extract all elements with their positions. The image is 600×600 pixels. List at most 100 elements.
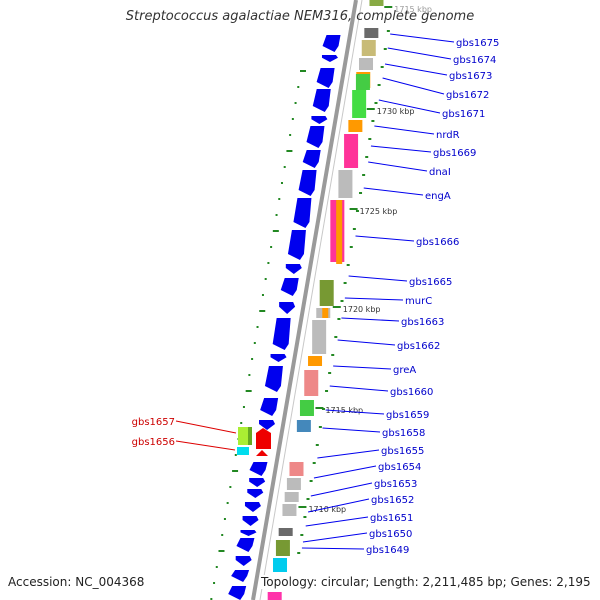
- label-leader-line: [322, 427, 381, 433]
- gene-label: gbs1654: [378, 462, 421, 473]
- cog-color-box-icon: [312, 320, 327, 354]
- cog-color-box-icon: [289, 462, 304, 476]
- cog-color-box-icon: [369, 0, 384, 6]
- gene-tick: [309, 480, 313, 482]
- label-leader-line: [378, 99, 441, 114]
- scale-dot: [270, 246, 273, 248]
- gene-label: murC: [405, 296, 432, 307]
- scale-dot: [232, 470, 239, 472]
- cog-color-box-icon: [296, 420, 311, 432]
- cog-color-box-icon: [284, 492, 299, 502]
- scale-dot: [240, 422, 243, 424]
- gene-tick: [371, 120, 375, 122]
- scale-dot: [283, 166, 286, 168]
- gene-label: dnaI: [429, 167, 451, 178]
- scale-dot: [272, 230, 279, 232]
- label-leader-line: [355, 235, 415, 242]
- gene-tick: [328, 372, 332, 374]
- gene-label: gbs1675: [456, 38, 499, 49]
- gene-tick: [349, 246, 353, 248]
- gene-label: gbs1649: [366, 545, 409, 556]
- cog-color-box-icon: [348, 120, 363, 132]
- backbone-outer-line: [251, 0, 358, 600]
- cog-color-box-icon: [355, 74, 370, 90]
- gene-tick-track: [297, 30, 390, 554]
- genome-summary-text: Topology: circular; Length: 2,211,485 bp…: [261, 575, 591, 589]
- label-leader-line: [368, 161, 428, 172]
- scale-dot: [253, 342, 256, 344]
- gene-tick: [374, 102, 378, 104]
- cog-color-box-icon: [286, 478, 301, 490]
- scale-dot: [223, 518, 226, 520]
- gene-tick: [352, 228, 356, 230]
- label-leader-line: [329, 385, 389, 392]
- cog-color-box-icon: [273, 558, 288, 572]
- scale-dot: [229, 486, 232, 488]
- gene-tick: [318, 426, 322, 428]
- gene-tick: [315, 444, 319, 446]
- kbp-label: 1710 kbp: [308, 505, 346, 514]
- gene-label: gbs1673: [449, 71, 492, 82]
- scale-dot: [300, 70, 306, 72]
- scale-dot: [278, 198, 281, 200]
- gene-label: gbs1666: [416, 237, 459, 248]
- right-arrow-gene-icon: [264, 366, 283, 392]
- left-arrow-gene-icon: [256, 428, 271, 449]
- gene-label: gbs1658: [382, 428, 425, 439]
- gene-tick: [383, 48, 387, 50]
- label-leader-line: [341, 317, 400, 322]
- right-arrow-gene-icon: [285, 264, 302, 274]
- scale-dot: [289, 134, 292, 136]
- label-leader-line: [310, 482, 373, 497]
- label-leader-line: [302, 532, 368, 543]
- cog-color-box-icon: [304, 370, 319, 396]
- right-arrow-gene-icon: [240, 530, 257, 536]
- gene-label: gbs1657: [132, 417, 175, 428]
- label-leader-line: [313, 465, 377, 479]
- label-leader-line: [175, 440, 236, 451]
- gene-tick: [303, 516, 307, 518]
- gene-box-gbs1656: [237, 447, 249, 455]
- scale-dot: [248, 374, 251, 376]
- gene-tick: [362, 174, 366, 176]
- gene-label: gbs1674: [453, 55, 496, 66]
- cog-color-box-icon: [299, 400, 314, 416]
- right-arrow-gene-icon: [272, 318, 291, 350]
- scale-dot: [234, 454, 237, 456]
- label-leader-line: [333, 365, 392, 370]
- scale-dot: [221, 534, 224, 536]
- scale-dot: [275, 214, 278, 216]
- scale-dot: [213, 582, 216, 584]
- label-leader-line: [325, 409, 385, 415]
- right-arrow-gene-icon: [312, 89, 331, 112]
- gene-tick: [377, 84, 381, 86]
- scale-dot: [226, 502, 229, 504]
- gene-tick: [365, 156, 369, 158]
- figure-title: Streptococcus agalactiae NEM316, complet…: [125, 9, 475, 24]
- scale-dot: [291, 118, 294, 120]
- kbp-label: 1715 kbp: [325, 406, 363, 415]
- gene-label: gbs1655: [381, 446, 424, 457]
- scale-dot: [245, 390, 252, 392]
- label-leader-line: [387, 47, 452, 60]
- gene-tick: [337, 318, 341, 320]
- gene-label: gbs1653: [374, 479, 417, 490]
- gene-label: gbs1672: [446, 90, 489, 101]
- gene-labels-left: gbs1657 gbs1656: [132, 417, 237, 451]
- scale-dot: [218, 550, 225, 552]
- right-arrow-gene-icon: [236, 538, 255, 552]
- cog-color-box-icon: [322, 308, 329, 318]
- gene-tick: [343, 282, 347, 284]
- label-leader-line: [384, 63, 448, 76]
- right-arrow-gene-icon: [293, 198, 312, 228]
- scale-dot: [286, 150, 293, 152]
- right-arrow-gene-icon: [228, 586, 247, 600]
- kbp-label: 1730 kbp: [377, 107, 415, 116]
- right-arrow-gene-icon: [242, 516, 259, 526]
- gene-tick: [359, 192, 363, 194]
- gene-tick: [325, 390, 329, 392]
- right-arrow-gene-icon: [306, 126, 325, 148]
- gene-tick: [386, 30, 390, 32]
- gene-label: gbs1665: [409, 277, 452, 288]
- backbone-inner-line: [259, 0, 363, 600]
